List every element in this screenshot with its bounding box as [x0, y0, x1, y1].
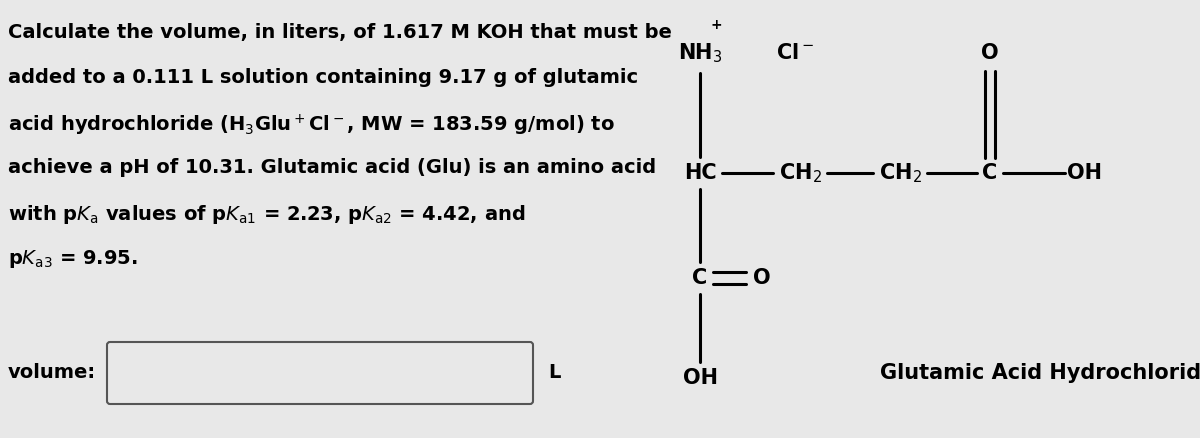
- Text: Cl$^-$: Cl$^-$: [776, 43, 814, 63]
- Text: with p$K_\mathrm{a}$ values of p$K_\mathrm{a1}$ = 2.23, p$K_\mathrm{a2}$ = 4.42,: with p$K_\mathrm{a}$ values of p$K_\math…: [8, 203, 526, 226]
- Text: O: O: [754, 268, 770, 288]
- Text: OH: OH: [1068, 163, 1103, 183]
- Text: OH: OH: [683, 368, 718, 388]
- Text: C: C: [983, 163, 997, 183]
- Text: acid hydrochloride (H$_3$Glu$^+$Cl$^-$, MW = 183.59 g/mol) to: acid hydrochloride (H$_3$Glu$^+$Cl$^-$, …: [8, 113, 614, 138]
- Text: NH$_3$: NH$_3$: [678, 41, 722, 65]
- Text: Glutamic Acid Hydrochloride: Glutamic Acid Hydrochloride: [880, 363, 1200, 383]
- Text: added to a 0.111 L solution containing 9.17 g of glutamic: added to a 0.111 L solution containing 9…: [8, 68, 638, 87]
- Text: CH$_2$: CH$_2$: [878, 161, 922, 185]
- Text: C: C: [692, 268, 708, 288]
- Text: Calculate the volume, in liters, of 1.617 M KOH that must be: Calculate the volume, in liters, of 1.61…: [8, 23, 672, 42]
- Text: achieve a pH of 10.31. Glutamic acid (Glu) is an amino acid: achieve a pH of 10.31. Glutamic acid (Gl…: [8, 158, 656, 177]
- FancyBboxPatch shape: [107, 342, 533, 404]
- Text: O: O: [982, 43, 998, 63]
- Text: +: +: [710, 18, 722, 32]
- Text: volume:: volume:: [8, 364, 96, 382]
- Text: CH$_2$: CH$_2$: [779, 161, 822, 185]
- Text: p$K_\mathrm{a3}$ = 9.95.: p$K_\mathrm{a3}$ = 9.95.: [8, 248, 138, 270]
- Text: HC: HC: [684, 163, 716, 183]
- Text: L: L: [548, 364, 560, 382]
